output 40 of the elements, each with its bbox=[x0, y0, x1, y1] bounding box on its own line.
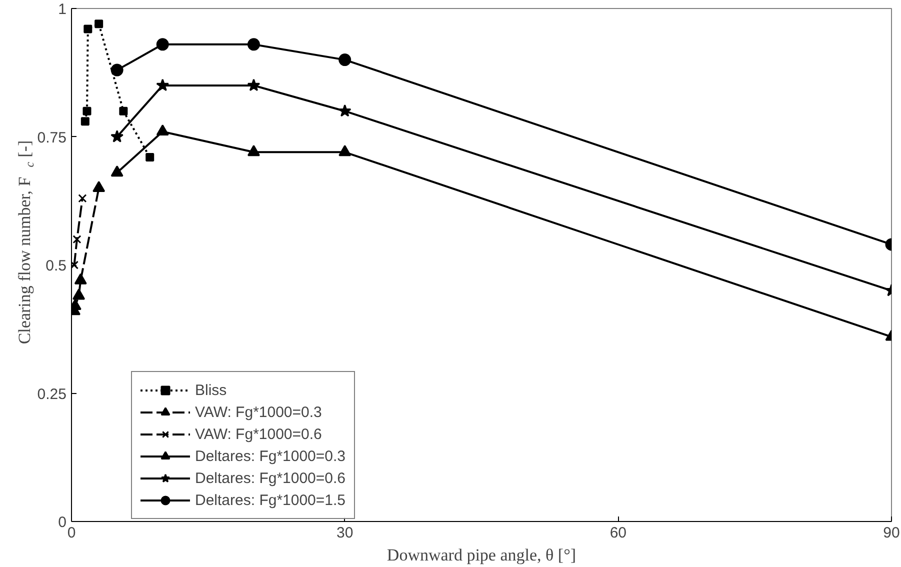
point bbox=[110, 64, 124, 76]
point bbox=[72, 260, 79, 270]
x-tick-label: 60 bbox=[610, 524, 627, 542]
point bbox=[80, 117, 90, 126]
y-tick-label: 1 bbox=[58, 1, 66, 18]
point bbox=[146, 153, 154, 162]
point bbox=[110, 130, 124, 142]
y-axis-title: Clearing flow number, Fc [-] bbox=[15, 140, 36, 344]
point bbox=[74, 273, 87, 284]
point bbox=[78, 194, 87, 203]
point bbox=[156, 78, 170, 92]
point bbox=[338, 104, 352, 117]
y-tick-label: 0.75 bbox=[37, 129, 67, 146]
legend-label: Deltares: Fg*1000=0.3 bbox=[195, 448, 346, 464]
legend-label: VAW: Fg*1000=0.6 bbox=[195, 426, 322, 442]
point bbox=[338, 145, 352, 156]
x-tick-label: 90 bbox=[883, 524, 900, 542]
point bbox=[156, 124, 169, 136]
legend-label: Deltares: Fg*1000=1.5 bbox=[195, 492, 346, 508]
point bbox=[247, 78, 260, 92]
legend-label: VAW: Fg*1000=0.3 bbox=[195, 404, 322, 420]
y-tick-label: 0.5 bbox=[46, 258, 67, 274]
point bbox=[119, 106, 128, 116]
legend-label: Bliss bbox=[195, 382, 227, 398]
point bbox=[72, 288, 86, 300]
point bbox=[82, 106, 92, 116]
point bbox=[247, 145, 260, 156]
y-tick-label: 0.25 bbox=[37, 386, 67, 403]
y-tick-label: 0 bbox=[58, 514, 66, 531]
point bbox=[94, 20, 104, 28]
point bbox=[72, 235, 82, 244]
x-axis-title: Downward pipe angle, θ [°] bbox=[386, 546, 576, 564]
point bbox=[338, 54, 352, 66]
point bbox=[84, 24, 92, 34]
legend-label: Deltares: Fg*1000=0.6 bbox=[195, 470, 346, 486]
x-tick-label: 30 bbox=[336, 524, 354, 542]
point bbox=[110, 166, 124, 177]
point bbox=[156, 38, 169, 51]
point bbox=[92, 180, 106, 192]
point bbox=[247, 38, 260, 51]
